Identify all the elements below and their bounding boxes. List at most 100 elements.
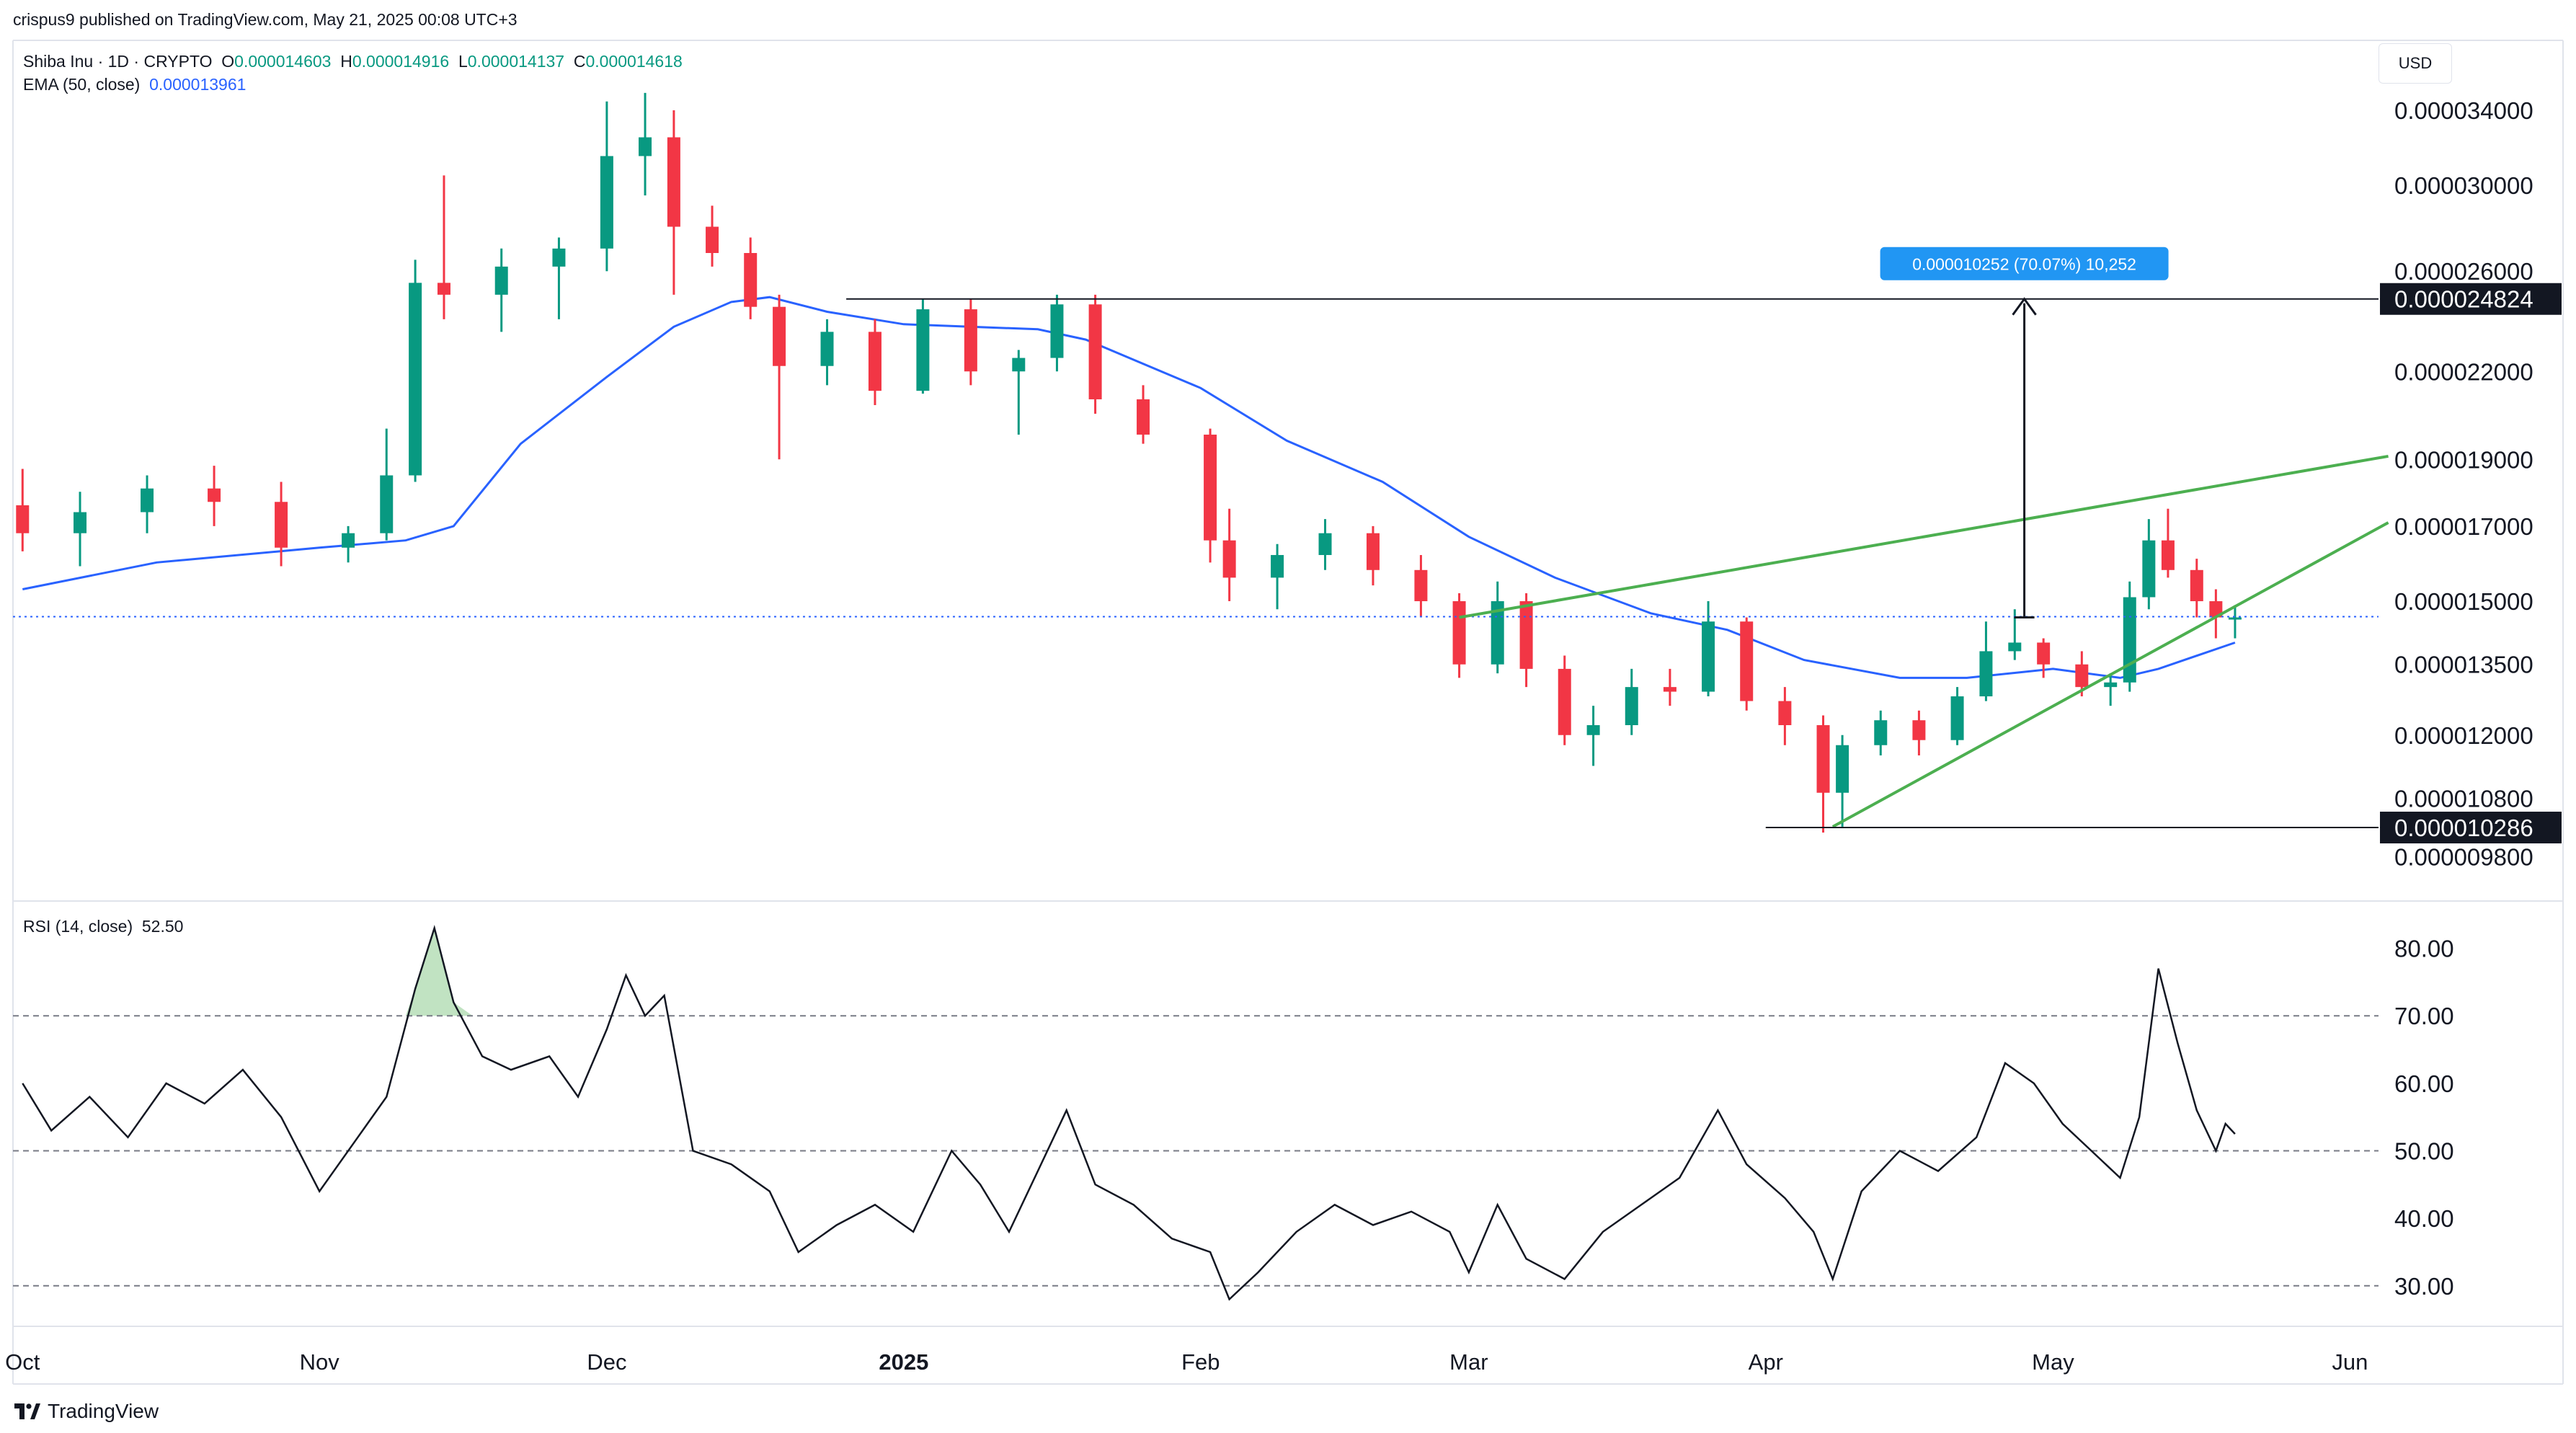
ema-label[interactable]: EMA (50, close) [23,75,141,94]
candle-body [600,156,613,249]
time-tick-label: Dec [587,1349,626,1375]
currency-button[interactable]: USD [2379,43,2452,84]
candle-2024-10-21 [208,466,221,526]
candle-body [1519,601,1533,669]
candle-body [494,266,508,295]
publisher-line: crispus9 published on TradingView.com, M… [13,10,518,29]
candle-body [1874,720,1888,745]
candle-2024-12-16 [744,237,758,319]
candle-body [2037,642,2051,665]
time-tick-label: 2025 [879,1349,928,1375]
candle-body [1452,601,1466,665]
price-highlight-label: 0.000024824 [2394,286,2533,313]
candle-2024-12-12 [706,205,719,267]
candle-2025-04-30 [2037,638,2051,678]
candle-2024-11-11 [409,259,422,482]
candle-body [1912,720,1926,740]
candle-body [342,533,355,548]
candle-2025-05-11 [2142,519,2156,610]
candle-body [1366,533,1380,570]
candle-2024-10-07 [74,492,87,567]
candle-body [2008,642,2022,652]
candle-body [2075,664,2089,688]
candle-body [141,488,154,513]
candle-body [1318,533,1332,555]
candle-2025-03-22 [1663,668,1676,706]
price-tick-label: 0.000015000 [2394,588,2533,615]
footer-brand[interactable]: TradingView [14,1400,159,1423]
price-highlight-box [2380,812,2562,844]
rsi-tick-label: 60.00 [2394,1070,2454,1097]
candle-body [1740,621,1754,701]
rsi-tick-label: 80.00 [2394,936,2454,962]
candle-2025-04-13 [1874,710,1888,755]
candle-body [1702,621,1715,692]
footer-brand-text: TradingView [48,1400,159,1422]
ohlc-close-label: C [573,52,586,71]
candle-body [1979,651,1993,697]
candle-body [2123,597,2136,683]
candle-body [409,283,422,476]
candle-2024-11-04 [342,525,355,563]
price-tick-label: 0.000013500 [2394,652,2533,678]
rsi-tick-label: 40.00 [2394,1205,2454,1232]
candle-body [868,332,881,391]
candle-body [1137,399,1150,435]
ohlc-low-value: 0.000014137 [467,52,565,71]
candle-2024-11-26 [552,237,566,319]
candle-body [16,505,30,533]
ohlc-open-value: 0.000014603 [234,52,332,71]
rsi-legend: RSI (14, close) 52.50 [23,917,183,936]
candle-2025-02-04 [1222,508,1236,602]
ohlc-open-label: O [221,52,235,71]
ohlc-close-value: 0.000014618 [585,52,683,71]
candle-2025-02-19 [1366,525,1380,586]
rsi-label[interactable]: RSI (14, close) [23,917,133,936]
candle-2024-10-14 [141,475,154,533]
candle-body [2142,540,2156,598]
candle-2024-12-08 [667,110,680,295]
time-tick-label: Mar [1449,1349,1488,1375]
wedge-lower-line [1831,521,2389,828]
candle-2025-04-09 [1836,735,1849,827]
price-tick-label: 0.000022000 [2394,358,2533,385]
price-tick-label: 0.000012000 [2394,722,2533,749]
candle-body [208,488,221,502]
candle-2025-05-07 [2104,673,2118,706]
candle-body [1088,304,1102,399]
ema-value: 0.000013961 [149,75,247,94]
candle-2025-01-13 [1012,350,1026,435]
candle-body [1271,554,1284,578]
candle-2025-04-21 [1950,687,1964,745]
candle-body [706,226,719,253]
candle-body [74,512,87,533]
ohlc-high-label: H [340,52,352,71]
candle-2025-03-11 [1558,655,1571,745]
time-tick-label: May [2032,1349,2074,1375]
tradingview-logo-icon [14,1403,40,1419]
candle-2025-02-09 [1271,544,1284,610]
candle-body [1558,668,1571,735]
candle-2025-03-26 [1702,601,1715,697]
candle-2025-01-08 [964,299,977,386]
symbol-name[interactable]: Shiba Inu · 1D · CRYPTO [23,52,213,71]
candle-2025-01-26 [1137,385,1150,444]
candle-2025-03-07 [1519,593,1533,688]
price-tick-label: 0.000010800 [2394,785,2533,812]
time-tick-label: Nov [300,1349,340,1375]
candle-2025-03-30 [1740,617,1754,711]
candle-body [2190,569,2203,602]
candle-2025-04-03 [1778,687,1792,745]
candle-2024-12-29 [868,319,881,405]
candle-2025-03-14 [1586,706,1600,766]
candle-body [1050,304,1064,358]
measure-label-box [1880,247,2169,280]
candle-body [1625,687,1638,725]
ema-legend: EMA (50, close) 0.000013961 [23,75,246,94]
candle-2025-01-17 [1050,294,1064,372]
candle-body [820,332,834,366]
candle-2025-04-17 [1912,710,1926,755]
candle-body [2228,617,2242,620]
candle-2024-11-14 [437,175,450,319]
